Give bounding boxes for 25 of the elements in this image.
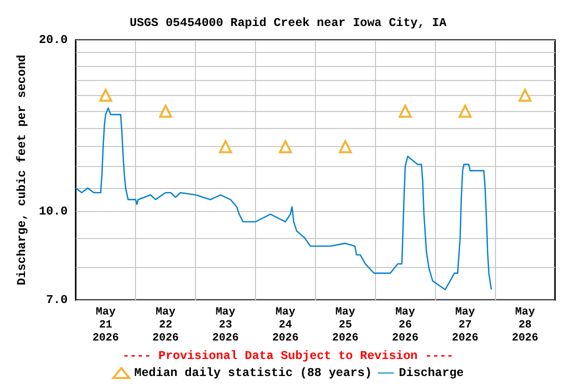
point bbox=[458, 104, 472, 118]
point bbox=[518, 88, 532, 102]
chart-title: USGS 05454000 Rapid Creek near Iowa City, IA bbox=[130, 16, 448, 30]
point bbox=[338, 140, 352, 154]
point bbox=[278, 140, 292, 154]
y-tick-label: 7.0 bbox=[46, 293, 68, 307]
y-tick-label: 20.0 bbox=[38, 33, 68, 47]
point bbox=[159, 104, 172, 118]
legend-label: Median daily statistic (88 years) bbox=[134, 366, 372, 380]
x-tick-label: May 22 2026 bbox=[152, 306, 179, 344]
x-tick-label: May 24 2026 bbox=[272, 306, 299, 344]
y-tick-label: 10.0 bbox=[38, 204, 68, 219]
x-tick-label: May 21 2026 bbox=[92, 306, 119, 344]
x-tick-label: May 23 2026 bbox=[212, 306, 239, 344]
x-tick-label: May 28 2026 bbox=[512, 306, 538, 344]
x-tick-label: May 27 2026 bbox=[452, 306, 478, 344]
point bbox=[99, 88, 112, 102]
text: ---- Provisional Data Subject to Revision ---- bbox=[122, 349, 454, 363]
x-tick-label: May 26 2026 bbox=[392, 306, 418, 344]
y-axis-title: Discharge, cubic feet per second bbox=[15, 54, 29, 286]
point bbox=[398, 104, 412, 118]
x-tick-label: May 25 2026 bbox=[332, 306, 359, 344]
point bbox=[218, 140, 232, 154]
legend-label: Discharge bbox=[398, 366, 464, 380]
line-series bbox=[75, 107, 492, 290]
